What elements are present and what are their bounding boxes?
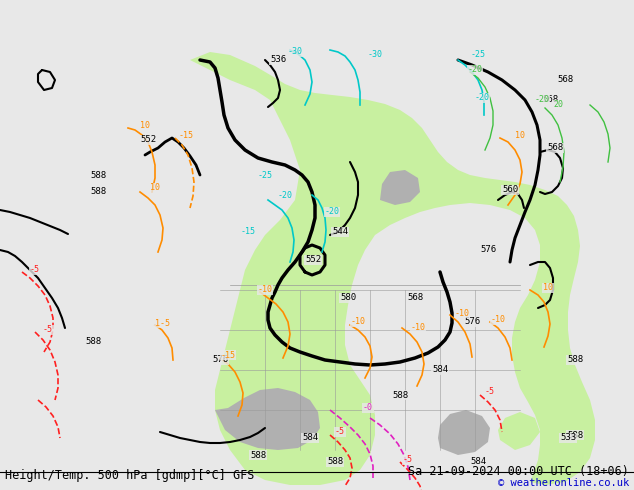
Text: 560: 560 [502, 186, 518, 195]
Text: -0: -0 [363, 403, 373, 413]
Text: 580: 580 [340, 294, 356, 302]
Text: -5: -5 [485, 388, 495, 396]
Text: 552: 552 [305, 255, 321, 265]
Text: -20: -20 [474, 94, 489, 102]
Text: 10: 10 [150, 183, 160, 193]
Text: 588: 588 [90, 188, 106, 196]
Text: 552: 552 [140, 136, 156, 145]
Text: -15: -15 [221, 350, 235, 360]
Text: 584: 584 [432, 366, 448, 374]
Text: 10: 10 [543, 284, 553, 293]
Text: 588: 588 [85, 338, 101, 346]
Text: 536: 536 [270, 55, 286, 65]
Text: -10: -10 [410, 323, 425, 333]
Text: -20: -20 [278, 191, 292, 199]
Text: -20: -20 [534, 96, 550, 104]
Text: -10: -10 [351, 318, 365, 326]
Text: -20: -20 [325, 207, 339, 217]
Text: 588: 588 [392, 391, 408, 399]
Text: 588: 588 [250, 450, 266, 460]
Text: 10: 10 [140, 121, 150, 129]
Text: 568: 568 [407, 294, 423, 302]
Text: -5: -5 [335, 427, 345, 437]
Text: Height/Temp. 500 hPa [gdmp][°C] GFS: Height/Temp. 500 hPa [gdmp][°C] GFS [5, 469, 254, 482]
Text: -10: -10 [257, 286, 273, 294]
Text: 588: 588 [327, 458, 343, 466]
Text: 576: 576 [480, 245, 496, 254]
Polygon shape [498, 412, 540, 450]
Text: -25: -25 [257, 171, 273, 179]
Text: -25: -25 [470, 50, 486, 59]
Text: -30: -30 [368, 50, 382, 59]
Polygon shape [438, 410, 490, 455]
Text: 568: 568 [542, 96, 558, 104]
Polygon shape [542, 378, 580, 415]
Text: 576: 576 [464, 318, 480, 326]
Text: 1-5: 1-5 [155, 318, 169, 327]
Text: -15: -15 [240, 227, 256, 237]
Text: -10: -10 [455, 309, 470, 318]
Text: 584: 584 [302, 434, 318, 442]
Text: -20: -20 [467, 66, 482, 74]
Text: 588: 588 [567, 431, 583, 440]
Text: 588: 588 [90, 171, 106, 179]
Text: -15: -15 [179, 130, 193, 140]
Text: Sa 21-09-2024 00:00 UTC (18+06): Sa 21-09-2024 00:00 UTC (18+06) [408, 465, 629, 478]
Text: 544: 544 [332, 227, 348, 237]
Text: -5: -5 [403, 456, 413, 465]
Text: 588: 588 [567, 356, 583, 365]
Text: -5: -5 [43, 325, 53, 335]
Text: 576: 576 [212, 356, 228, 365]
Text: 10: 10 [515, 130, 525, 140]
Text: -5: -5 [30, 266, 40, 274]
Text: 584: 584 [470, 458, 486, 466]
Polygon shape [215, 388, 320, 450]
Text: 533: 533 [560, 434, 576, 442]
Text: © weatheronline.co.uk: © weatheronline.co.uk [498, 478, 629, 488]
Polygon shape [190, 52, 595, 485]
Polygon shape [380, 170, 420, 205]
Text: 568: 568 [557, 75, 573, 84]
Text: 568: 568 [547, 144, 563, 152]
Text: 20: 20 [553, 100, 563, 109]
Text: -10: -10 [491, 316, 505, 324]
Text: -30: -30 [287, 48, 302, 56]
